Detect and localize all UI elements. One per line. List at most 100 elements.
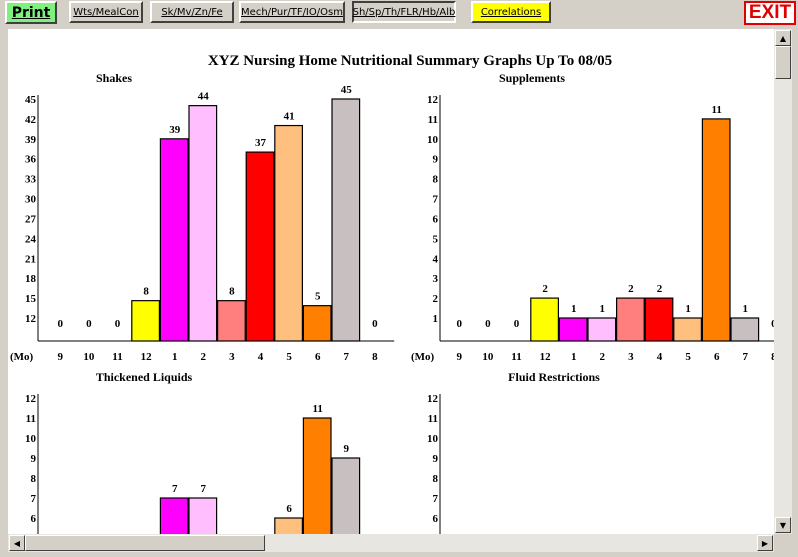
- horizontal-scroll-thumb[interactable]: [25, 535, 265, 551]
- shakes-y-tick-label: 30: [25, 194, 37, 206]
- mech-pur-tf-io-osm-button[interactable]: Mech/Pur/TF/IO/Osm: [239, 1, 345, 23]
- shakes-bar: [331, 98, 361, 342]
- shakes-bar: [302, 305, 332, 342]
- supplements-bar: [673, 317, 702, 342]
- thickened-liquids-bar: [331, 457, 361, 534]
- shakes-value-label: 8: [143, 286, 149, 298]
- shakes-y-tick-label: 39: [25, 134, 37, 146]
- shakes-x-tick-label: 2: [201, 351, 207, 363]
- fluid-restrictions-y-tick-label: 11: [428, 413, 438, 425]
- shakes-x-unit-label: (Mo): [10, 351, 34, 363]
- supplements-y-tick-label: 12: [427, 94, 439, 106]
- supplements-value-label: 0: [457, 318, 463, 330]
- supplements-y-tick-label: 2: [433, 293, 439, 305]
- shakes-bar: [274, 124, 303, 342]
- supplements-value-label: 11: [711, 104, 721, 116]
- supplements-y-tick-label: 10: [427, 134, 439, 146]
- shakes-bar: [217, 300, 246, 342]
- scroll-down-icon[interactable]: ▼: [775, 517, 791, 533]
- shakes-y-tick-label: 33: [25, 174, 37, 186]
- supplements-y-tick-label: 4: [433, 253, 439, 265]
- sh-sp-th-flr-hb-alb-button[interactable]: Sh/Sp/Th/FLR/Hb/Alb: [352, 1, 456, 23]
- thickened-liquids-y-tick-label: 7: [31, 493, 37, 505]
- chart-title-shakes: Shakes: [96, 71, 132, 85]
- shakes-y-tick-label: 21: [25, 253, 36, 265]
- scroll-up-icon[interactable]: ▲: [775, 30, 791, 46]
- scroll-left-icon[interactable]: ◀: [9, 535, 25, 551]
- shakes-x-tick-label: 10: [83, 351, 95, 363]
- supplements-x-tick-label: 9: [457, 351, 463, 363]
- thickened-liquids-y-tick-label: 10: [25, 433, 37, 445]
- shakes-value-label: 5: [315, 291, 321, 303]
- supplements-x-unit-label: (Mo): [411, 351, 435, 363]
- shakes-bar: [245, 151, 275, 342]
- supplements-y-tick-label: 7: [433, 194, 439, 206]
- thickened-liquids-bar: [188, 497, 218, 534]
- supplements-value-label: 0: [771, 318, 774, 330]
- supplements-bar: [644, 297, 674, 342]
- shakes-x-tick-label: 6: [315, 351, 321, 363]
- supplements-x-tick-label: 1: [571, 351, 577, 363]
- shakes-x-tick-label: 9: [58, 351, 64, 363]
- supplements-x-tick-label: 6: [714, 351, 720, 363]
- graph-panel: XYZ Nursing Home Nutritional Summary Gra…: [8, 29, 774, 534]
- supplements-y-tick-label: 5: [433, 233, 439, 245]
- thickened-liquids-bar: [159, 497, 189, 534]
- exit-button[interactable]: EXIT: [744, 1, 796, 25]
- shakes-value-label: 0: [372, 318, 378, 330]
- fluid-restrictions-y-tick-label: 10: [427, 433, 439, 445]
- supplements-x-tick-label: 8: [771, 351, 774, 363]
- thickened-liquids-value-label: 6: [286, 503, 292, 515]
- shakes-x-tick-label: 12: [141, 351, 153, 363]
- horizontal-scrollbar[interactable]: ◀ ▶: [8, 534, 774, 552]
- vertical-scroll-thumb[interactable]: [775, 46, 791, 79]
- thickened-liquids-value-label: 7: [172, 483, 178, 495]
- shakes-bar: [159, 138, 189, 342]
- supplements-bar: [587, 317, 617, 342]
- supplements-y-tick-label: 3: [433, 273, 439, 285]
- shakes-y-tick-label: 18: [25, 273, 37, 285]
- supplements-x-tick-label: 3: [628, 351, 634, 363]
- fluid-restrictions-y-tick-label: 8: [433, 473, 439, 485]
- graphs-canvas: XYZ Nursing Home Nutritional Summary Gra…: [10, 53, 774, 534]
- sk-mv-zn-fe-button[interactable]: Sk/Mv/Zn/Fe: [150, 1, 234, 23]
- shakes-value-label: 39: [169, 124, 181, 136]
- shakes-y-tick-label: 42: [25, 114, 37, 126]
- thickened-liquids-bar: [274, 517, 303, 534]
- toolbar: Print Wts/MealCon Sk/Mv/Zn/Fe Mech/Pur/T…: [0, 0, 798, 28]
- chart-title-supplements: Supplements: [499, 71, 565, 85]
- shakes-value-label: 8: [229, 286, 235, 298]
- thickened-liquids-y-tick-label: 9: [31, 453, 37, 465]
- supplements-value-label: 2: [628, 283, 634, 295]
- supplements-x-tick-label: 10: [482, 351, 494, 363]
- thickened-liquids-y-tick-label: 6: [31, 513, 37, 525]
- supplements-value-label: 2: [542, 283, 548, 295]
- shakes-x-tick-label: 5: [286, 351, 292, 363]
- report-title: XYZ Nursing Home Nutritional Summary Gra…: [208, 53, 612, 69]
- supplements-x-tick-label: 7: [743, 351, 749, 363]
- supplements-y-tick-label: 9: [433, 154, 439, 166]
- weights-mealcon-button[interactable]: Wts/MealCon: [69, 1, 143, 23]
- shakes-value-label: 0: [115, 318, 121, 330]
- shakes-value-label: 0: [86, 318, 92, 330]
- shakes-x-tick-label: 1: [172, 351, 178, 363]
- thickened-liquids-value-label: 7: [201, 483, 207, 495]
- scroll-right-icon[interactable]: ▶: [757, 535, 773, 551]
- shakes-x-tick-label: 3: [229, 351, 235, 363]
- supplements-bar: [530, 297, 559, 342]
- supplements-y-tick-label: 6: [433, 213, 439, 225]
- chart-title-fluid-restrictions: Fluid Restrictions: [508, 370, 600, 384]
- shakes-value-label: 37: [255, 137, 267, 149]
- supplements-value-label: 0: [485, 318, 491, 330]
- shakes-y-tick-label: 27: [25, 213, 37, 225]
- shakes-x-tick-label: 8: [372, 351, 378, 363]
- correlations-button[interactable]: Correlations: [471, 1, 551, 23]
- shakes-y-tick-label: 12: [25, 313, 37, 325]
- vertical-scrollbar[interactable]: ▲ ▼: [774, 29, 792, 534]
- supplements-y-tick-label: 11: [428, 114, 438, 126]
- shakes-y-tick-label: 15: [25, 293, 37, 305]
- thickened-liquids-y-tick-label: 11: [26, 413, 36, 425]
- print-button[interactable]: Print: [5, 1, 57, 24]
- thickened-liquids-y-tick-label: 8: [31, 473, 37, 485]
- shakes-value-label: 45: [341, 84, 353, 96]
